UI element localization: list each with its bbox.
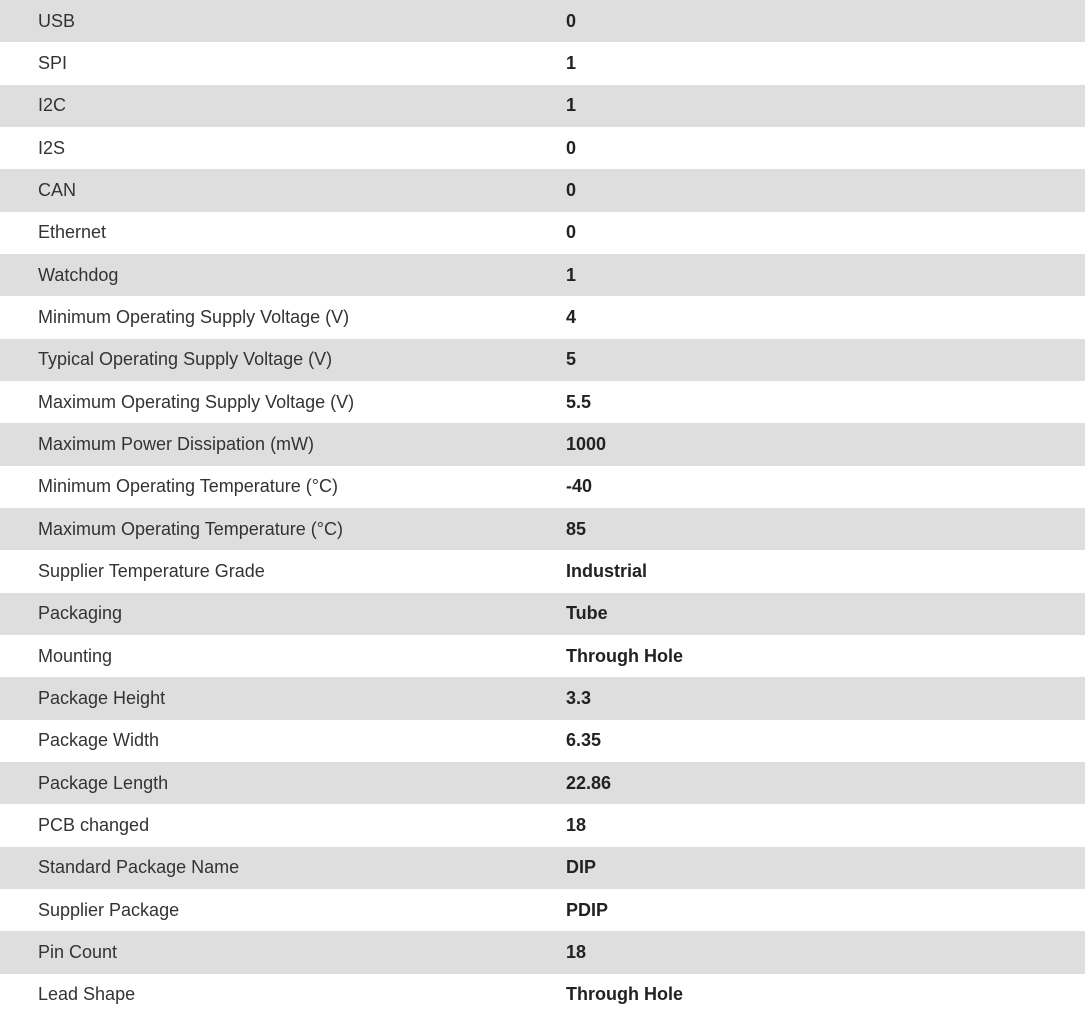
spec-row: Package Width 6.35 bbox=[0, 719, 1085, 762]
spec-value: 22.86 bbox=[566, 772, 612, 793]
spec-row: Maximum Operating Supply Voltage (V) 5.5 bbox=[0, 380, 1085, 424]
spec-label: Minimum Operating Temperature (°C) bbox=[38, 476, 338, 497]
spec-value: 0 bbox=[566, 222, 577, 243]
spec-row: Lead Shape Through Hole bbox=[0, 973, 1085, 1016]
spec-label: CAN bbox=[38, 179, 77, 200]
spec-row: I2C 1 bbox=[0, 84, 1085, 127]
spec-label: Package Width bbox=[38, 730, 160, 751]
spec-row: Ethernet 0 bbox=[0, 211, 1085, 254]
spec-row: Mounting Through Hole bbox=[0, 634, 1085, 678]
spec-value: 1 bbox=[566, 264, 577, 285]
spec-row: Supplier Package PDIP bbox=[0, 888, 1085, 932]
spec-row: USB 0 bbox=[0, 0, 1085, 43]
spec-value: Through Hole bbox=[566, 645, 683, 666]
spec-value: PDIP bbox=[566, 899, 609, 920]
spec-row: Packaging Tube bbox=[0, 592, 1085, 635]
spec-row: Package Height 3.3 bbox=[0, 677, 1085, 720]
spec-row: Minimum Operating Supply Voltage (V) 4 bbox=[0, 296, 1085, 339]
spec-value: 5.5 bbox=[566, 391, 592, 412]
spec-value: DIP bbox=[566, 857, 597, 878]
spec-label: Supplier Temperature Grade bbox=[38, 560, 265, 581]
spec-value: 85 bbox=[566, 518, 587, 539]
spec-row: PCB changed 18 bbox=[0, 804, 1085, 847]
spec-label: Package Height bbox=[38, 687, 166, 708]
spec-row: Typical Operating Supply Voltage (V) 5 bbox=[0, 338, 1085, 381]
spec-label: Packaging bbox=[38, 603, 123, 624]
spec-value: 18 bbox=[566, 941, 587, 962]
spec-row: Maximum Power Dissipation (mW) 1000 bbox=[0, 423, 1085, 466]
spec-row: CAN 0 bbox=[0, 169, 1085, 212]
spec-value: Through Hole bbox=[566, 984, 683, 1005]
spec-value: 1 bbox=[566, 52, 577, 73]
spec-row: Pin Count 18 bbox=[0, 931, 1085, 974]
spec-value: 3.3 bbox=[566, 687, 592, 708]
spec-label: Typical Operating Supply Voltage (V) bbox=[38, 349, 333, 370]
spec-row: I2S 0 bbox=[0, 126, 1085, 170]
spec-value: 0 bbox=[566, 10, 577, 31]
spec-row: Package Length 22.86 bbox=[0, 761, 1085, 805]
spec-label: Maximum Power Dissipation (mW) bbox=[38, 433, 315, 454]
spec-value: 0 bbox=[566, 179, 577, 200]
spec-label: I2S bbox=[38, 137, 66, 158]
spec-label: Mounting bbox=[38, 645, 113, 666]
spec-label: Maximum Operating Temperature (°C) bbox=[38, 518, 343, 539]
spec-label: SPI bbox=[38, 52, 68, 73]
spec-value: 1000 bbox=[566, 433, 607, 454]
spec-value: Industrial bbox=[566, 560, 648, 581]
spec-value: 18 bbox=[566, 814, 587, 835]
spec-value: 6.35 bbox=[566, 730, 602, 751]
spec-row: SPI 1 bbox=[0, 42, 1085, 85]
spec-label: I2C bbox=[38, 95, 67, 116]
spec-label: Pin Count bbox=[38, 941, 118, 962]
spec-row: Supplier Temperature Grade Industrial bbox=[0, 550, 1085, 593]
spec-label: Package Length bbox=[38, 772, 169, 793]
spec-label: Standard Package Name bbox=[38, 857, 240, 878]
spec-label: PCB changed bbox=[38, 814, 150, 835]
spec-label: Lead Shape bbox=[38, 984, 136, 1005]
spec-value: 0 bbox=[566, 137, 577, 158]
spec-label: USB bbox=[38, 10, 76, 31]
spec-value: -40 bbox=[566, 476, 593, 497]
spec-row: Minimum Operating Temperature (°C) -40 bbox=[0, 465, 1085, 508]
spec-value: 5 bbox=[566, 349, 577, 370]
spec-label: Minimum Operating Supply Voltage (V) bbox=[38, 306, 350, 327]
spec-label: Maximum Operating Supply Voltage (V) bbox=[38, 391, 355, 412]
spec-row: Maximum Operating Temperature (°C) 85 bbox=[0, 507, 1085, 551]
spec-label: Ethernet bbox=[38, 222, 107, 243]
spec-label: Supplier Package bbox=[38, 899, 180, 920]
spec-value: Tube bbox=[566, 603, 608, 624]
spec-label: Watchdog bbox=[38, 264, 119, 285]
spec-row: Watchdog 1 bbox=[0, 253, 1085, 297]
spec-value: 4 bbox=[566, 306, 577, 327]
spec-row: Standard Package Name DIP bbox=[0, 846, 1085, 889]
spec-value: 1 bbox=[566, 95, 577, 116]
